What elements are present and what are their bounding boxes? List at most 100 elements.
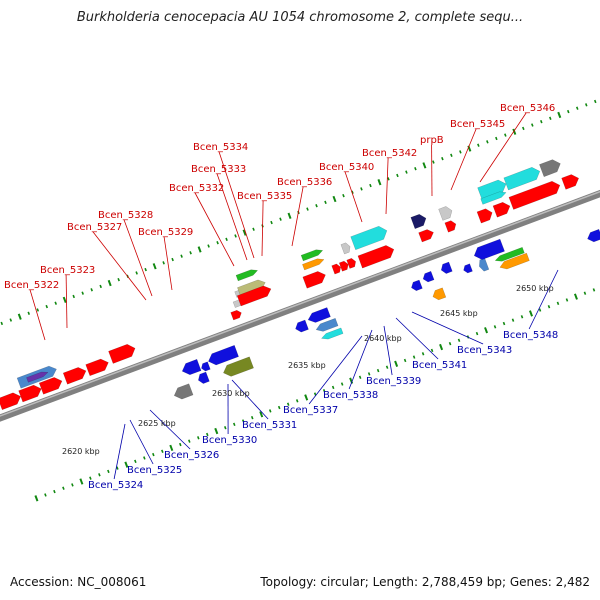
gene-block [494, 246, 525, 262]
lower-tick-mark [197, 436, 200, 440]
upper-tick-mark [90, 288, 93, 292]
upper-tick-mark [414, 167, 417, 171]
upper-tick-mark [351, 190, 354, 194]
gene-block [62, 367, 87, 385]
lower-tick-mark [304, 394, 309, 401]
upper-tick-mark [557, 111, 562, 119]
upper-tick-mark [593, 99, 597, 104]
upper-tick-mark [342, 193, 345, 198]
upper-tick-mark [441, 156, 444, 161]
gene-block [418, 229, 434, 243]
upper-tick-mark [162, 261, 165, 265]
lower-tick-mark [520, 315, 524, 319]
upper-tick-mark [522, 126, 525, 131]
scale-label: 2625 kbp [138, 419, 176, 428]
lower-tick-mark [232, 422, 236, 427]
gene-block [438, 206, 453, 221]
forward-leader-line [344, 171, 363, 223]
lower-tick-mark [439, 343, 444, 351]
forward-gene-label: Bcen_5342 [362, 148, 417, 159]
gene-block [331, 263, 341, 275]
gene-block [300, 249, 324, 262]
lower-tick-mark [98, 473, 101, 477]
forward-gene-label: Bcen_5328 [98, 210, 153, 221]
upper-tick-mark [540, 119, 543, 124]
upper-tick-mark [171, 257, 174, 262]
gene-block [440, 261, 453, 274]
lower-tick-mark [403, 358, 407, 363]
forward-gene-label: Bcen_5346 [500, 103, 555, 114]
lower-tick-mark [376, 368, 380, 373]
reverse-gene-label: Bcen_5339 [366, 376, 421, 387]
lower-tick-mark [358, 375, 362, 379]
backbone [0, 189, 600, 422]
gene-block [26, 371, 49, 383]
lower-tick-mark [573, 293, 578, 300]
accession-text: Accession: NC_008061 [10, 575, 147, 589]
gene-block [479, 257, 490, 272]
gene-block [173, 383, 194, 400]
gene-block [320, 327, 344, 340]
upper-tick-mark [180, 254, 183, 258]
gene-block [350, 225, 388, 251]
lower-tick-mark [430, 348, 434, 353]
upper-tick-mark [405, 170, 408, 174]
lower-tick-mark [385, 365, 389, 369]
gene-block [18, 384, 42, 403]
lower-tick-mark [53, 489, 56, 494]
lower-tick-mark [421, 352, 425, 356]
lower-tick-mark [565, 298, 569, 302]
upper-tick-mark [504, 133, 507, 137]
gene-block [587, 228, 600, 243]
lower-tick-mark [152, 452, 155, 457]
upper-tick-mark [315, 204, 318, 208]
upper-tick-mark [360, 187, 363, 191]
upper-tick-mark [27, 311, 31, 315]
gene-block [463, 263, 473, 274]
gene-block [473, 238, 505, 260]
gene-block [539, 159, 561, 178]
forward-gene-label: Bcen_5323 [40, 265, 95, 276]
forward-leader-line [123, 219, 153, 297]
lower-tick-mark [322, 389, 326, 393]
lower-tick-mark [34, 495, 39, 502]
upper-tick-mark [152, 263, 157, 270]
lower-tick-mark [214, 427, 219, 435]
gene-block [302, 271, 326, 289]
scale-label: 2630 kbp [212, 389, 250, 398]
lower-tick-mark [394, 360, 399, 368]
forward-leader-line [216, 173, 248, 261]
gene-block [236, 285, 272, 307]
upper-tick-mark [512, 128, 517, 135]
upper-tick-mark [459, 150, 462, 154]
upper-tick-mark [495, 136, 498, 141]
upper-tick-mark [450, 153, 453, 157]
lower-tick-mark [143, 456, 146, 460]
forward-leader-line [163, 236, 173, 291]
upper-tick-mark [99, 284, 102, 289]
lower-tick-mark [592, 288, 596, 292]
forward-leader-line [29, 289, 46, 341]
reverse-leader-line [383, 325, 393, 376]
reverse-leader-line [528, 269, 559, 330]
upper-tick-mark [531, 123, 534, 127]
upper-tick-mark [45, 304, 49, 309]
upper-tick-mark [306, 207, 309, 211]
lower-tick-mark [538, 308, 542, 312]
reverse-leader-line [395, 317, 439, 360]
upper-tick-mark [197, 246, 202, 253]
upper-tick-mark [387, 177, 390, 181]
lower-tick-mark [493, 325, 497, 329]
reverse-gene-label: Bcen_5343 [457, 345, 512, 356]
upper-tick-mark [432, 160, 435, 164]
lower-tick-mark [62, 486, 65, 490]
lower-tick-mark [169, 444, 174, 452]
scale-label: 2620 kbp [62, 447, 100, 456]
forward-leader-line [479, 112, 527, 183]
scale-label: 2645 kbp [440, 309, 478, 318]
forward-gene-label: prpB [420, 135, 444, 146]
upper-tick-mark [396, 173, 399, 178]
lower-tick-mark [259, 411, 264, 418]
